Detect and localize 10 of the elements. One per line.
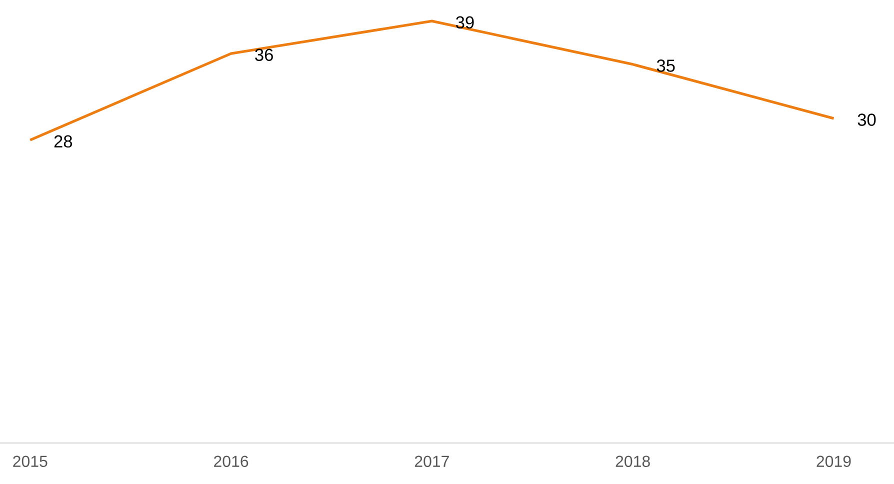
data-label: 35	[656, 60, 675, 72]
data-label: 36	[255, 48, 273, 62]
x-tick-label: 2015	[13, 456, 48, 468]
x-tick-label: 2019	[816, 456, 851, 468]
data-label: 28	[54, 135, 72, 148]
data-label: 30	[858, 114, 876, 126]
x-tick-label: 2016	[214, 456, 248, 468]
x-tick-label: 2018	[616, 456, 650, 468]
x-tick-label: 2017	[414, 456, 449, 468]
data-label: 39	[456, 16, 474, 29]
